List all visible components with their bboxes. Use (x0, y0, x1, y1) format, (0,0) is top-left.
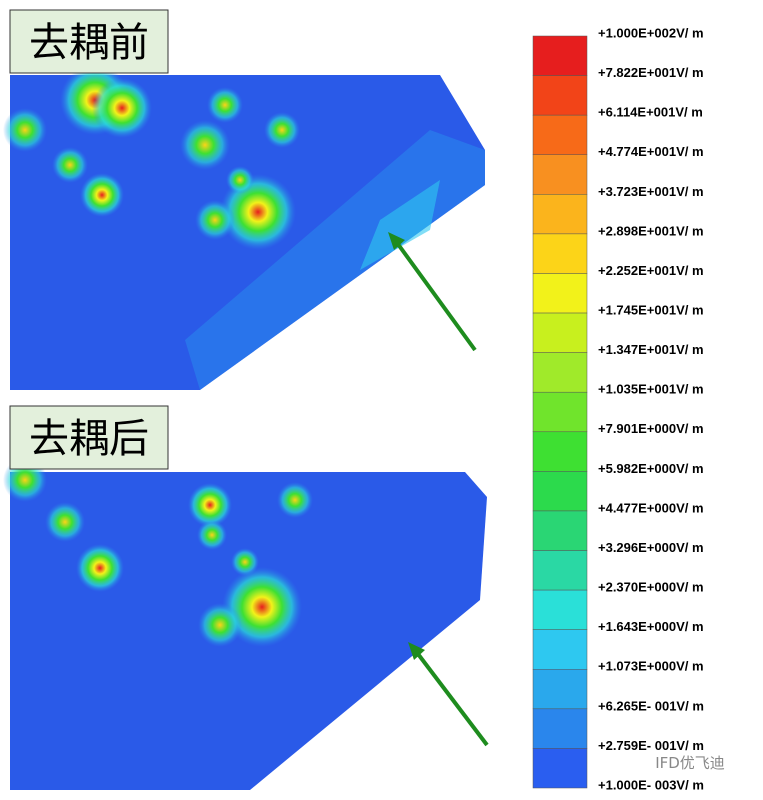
colorbar-swatch (532, 75, 588, 116)
colorbar-label: +6.114E+001V/ m (598, 105, 703, 120)
colorbar-swatch (532, 471, 588, 512)
colorbar-swatch (532, 748, 588, 789)
colorbar-swatch (532, 629, 588, 670)
colorbar-label: +1.000E- 003V/ m (598, 777, 704, 792)
colorbar-swatch (532, 550, 588, 591)
colorbar: +1.000E+002V/ m +7.822E+001V/ m +6.114E+00… (532, 25, 704, 792)
colorbar-label: +2.759E- 001V/ m (598, 738, 704, 753)
colorbar-label: +2.252E+001V/ m (598, 263, 704, 278)
panel-label: 去耦后 (29, 416, 149, 462)
colorbar-label: +5.982E+000V/ m (598, 461, 704, 476)
colorbar-label: +1.000E+002V/ m (598, 25, 704, 40)
watermark: IFD优飞迪 (655, 754, 725, 772)
colorbar-swatch (532, 114, 588, 155)
colorbar-swatch (532, 391, 588, 433)
colorbar-label: +1.035E+001V/ m (598, 382, 704, 397)
colorbar-swatch (532, 589, 588, 630)
colorbar-label: +4.477E+000V/ m (598, 500, 704, 515)
colorbar-swatch (532, 35, 588, 76)
colorbar-label: +1.745E+001V/ m (598, 302, 704, 317)
label-box (9, 9, 169, 74)
colorbar-label: +1.643E+000V/ m (598, 619, 704, 634)
colorbar-label: +7.822E+001V/ m (598, 65, 704, 80)
colorbar-swatch (532, 708, 588, 749)
colorbar-swatch (532, 154, 588, 195)
colorbar-label: +2.898E+001V/ m (598, 223, 704, 238)
colorbar-label: +4.774E+001V/ m (598, 144, 704, 159)
colorbar-swatch (532, 273, 588, 314)
colorbar-swatch (532, 312, 588, 353)
colorbar-swatch (532, 431, 588, 472)
colorbar-label: +1.347E+001V/ m (598, 342, 704, 357)
colorbar-label: +3.723E+001V/ m (598, 184, 704, 199)
colorbar-label: +1.073E+000V/ m (598, 659, 704, 674)
colorbar-swatch (532, 352, 588, 393)
colorbar-swatch (532, 669, 588, 710)
colorbar-label: +7.901E+000V/ m (598, 421, 704, 436)
board-before (3, 65, 485, 390)
panel-label: 去耦前 (29, 20, 149, 66)
colorbar-swatch (532, 233, 588, 274)
colorbar-label: +2.370E+000V/ m (598, 580, 704, 595)
colorbar-swatch (532, 194, 588, 235)
colorbar-swatch (532, 510, 588, 551)
colorbar-label: +3.296E+000V/ m (598, 540, 704, 555)
board-after (3, 458, 489, 790)
colorbar-label: +6.265E- 001V/ m (598, 698, 704, 713)
label-box (9, 405, 169, 470)
